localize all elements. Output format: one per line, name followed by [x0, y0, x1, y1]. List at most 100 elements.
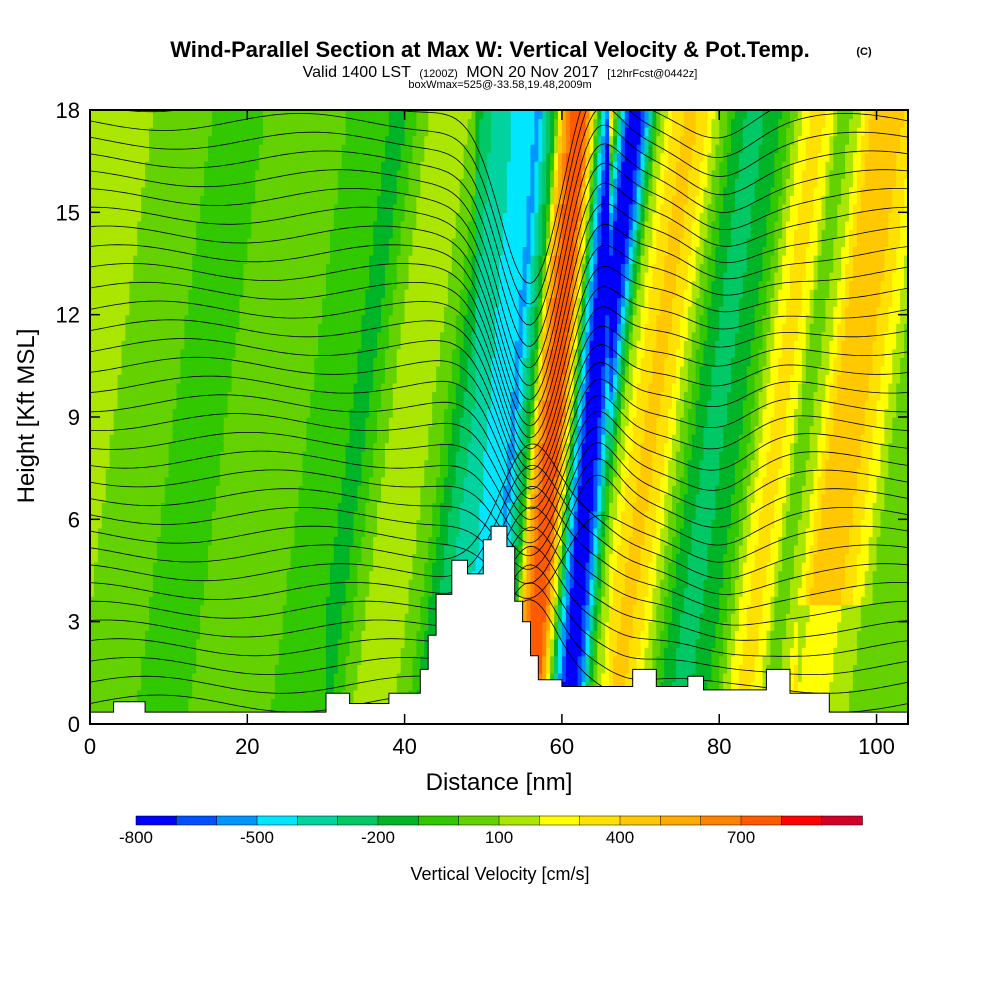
velocity-cell: [723, 613, 728, 623]
velocity-cell: [255, 613, 260, 623]
velocity-cell: [809, 570, 815, 580]
velocity-cell: [440, 544, 445, 555]
velocity-cell: [884, 553, 889, 563]
velocity-cell: [695, 664, 701, 674]
velocity-cell: [207, 689, 213, 700]
velocity-cell: [534, 604, 539, 614]
velocity-cell: [589, 621, 594, 631]
velocity-cell: [381, 613, 386, 623]
velocity-cell: [534, 570, 539, 580]
velocity-cell: [172, 681, 178, 691]
velocity-cell: [263, 553, 268, 563]
velocity-cell: [90, 689, 95, 700]
velocity-cell: [817, 604, 823, 614]
velocity-cell: [605, 604, 610, 614]
velocity-cell: [211, 544, 217, 555]
velocity-cell: [727, 655, 732, 665]
velocity-cell: [668, 647, 673, 657]
velocity-cell: [231, 587, 237, 597]
velocity-cell: [825, 570, 830, 580]
velocity-cell: [412, 519, 418, 529]
velocity-cell: [660, 638, 665, 648]
velocity-cell: [534, 638, 539, 648]
velocity-cell: [148, 698, 154, 708]
velocity-cell: [396, 604, 402, 614]
velocity-cell: [845, 698, 850, 708]
velocity-cell: [530, 570, 535, 580]
velocity-cell: [219, 647, 225, 657]
velocity-cell: [211, 630, 217, 640]
velocity-cell: [782, 579, 787, 589]
velocity-cell: [711, 587, 716, 597]
velocity-cell: [766, 553, 771, 563]
velocity-cell: [585, 596, 591, 606]
velocity-cell: [207, 561, 213, 572]
velocity-cell: [137, 681, 142, 691]
velocity-cell: [778, 587, 783, 597]
velocity-cell: [215, 536, 221, 546]
velocity-cell: [168, 706, 174, 717]
velocity-cell: [447, 519, 453, 529]
velocity-cell: [148, 527, 154, 537]
velocity-cell: [377, 630, 382, 640]
velocity-cell: [585, 647, 591, 657]
velocity-cell: [172, 672, 178, 682]
velocity-cell: [707, 596, 712, 606]
velocity-cell: [577, 655, 583, 665]
velocity-cell: [219, 689, 225, 700]
velocity-cell: [184, 561, 189, 572]
velocity-cell: [554, 519, 559, 529]
velocity-cell: [172, 596, 178, 606]
velocity-cell: [188, 519, 193, 529]
velocity-cell: [278, 621, 284, 631]
velocity-cell: [904, 706, 908, 717]
velocity-cell: [388, 613, 394, 623]
velocity-cell: [770, 664, 775, 674]
velocity-cell: [180, 587, 185, 597]
velocity-cell: [184, 706, 189, 717]
velocity-cell: [727, 604, 732, 614]
velocity-cell: [105, 638, 111, 648]
velocity-cell: [593, 604, 598, 614]
velocity-cell: [113, 664, 119, 674]
velocity-cell: [133, 544, 138, 555]
velocity-cell: [263, 698, 268, 708]
velocity-cell: [577, 553, 583, 563]
velocity-cell: [408, 587, 414, 597]
velocity-cell: [672, 536, 677, 546]
velocity-cell: [361, 647, 366, 657]
velocity-cell: [872, 681, 878, 691]
velocity-cell: [616, 536, 622, 546]
velocity-cell: [243, 519, 248, 529]
velocity-cell: [707, 664, 712, 674]
velocity-cell: [849, 579, 854, 589]
velocity-cell: [695, 621, 701, 631]
velocity-cell: [648, 664, 653, 674]
velocity-cell: [797, 655, 803, 665]
velocity-cell: [192, 681, 197, 691]
velocity-cell: [868, 630, 874, 640]
velocity-cell: [219, 596, 225, 606]
velocity-cell: [349, 613, 355, 623]
velocity-cell: [325, 544, 331, 555]
velocity-cell: [805, 587, 811, 597]
velocity-cell: [731, 647, 736, 657]
velocity-cell: [664, 621, 669, 631]
velocity-cell: [243, 527, 248, 537]
velocity-cell: [845, 689, 850, 700]
velocity-cell: [573, 536, 579, 546]
velocity-cell: [813, 527, 819, 537]
velocity-cell: [310, 672, 315, 682]
velocity-cell: [113, 613, 119, 623]
velocity-cell: [821, 553, 827, 563]
velocity-cell: [809, 613, 815, 623]
velocity-cell: [231, 672, 237, 682]
velocity-cell: [105, 544, 111, 555]
velocity-cell: [266, 630, 272, 640]
velocity-cell: [152, 681, 158, 691]
velocity-cell: [353, 604, 359, 614]
velocity-cell: [396, 536, 402, 546]
velocity-cell: [105, 613, 111, 623]
velocity-cell: [569, 672, 575, 682]
velocity-cell: [683, 647, 689, 657]
